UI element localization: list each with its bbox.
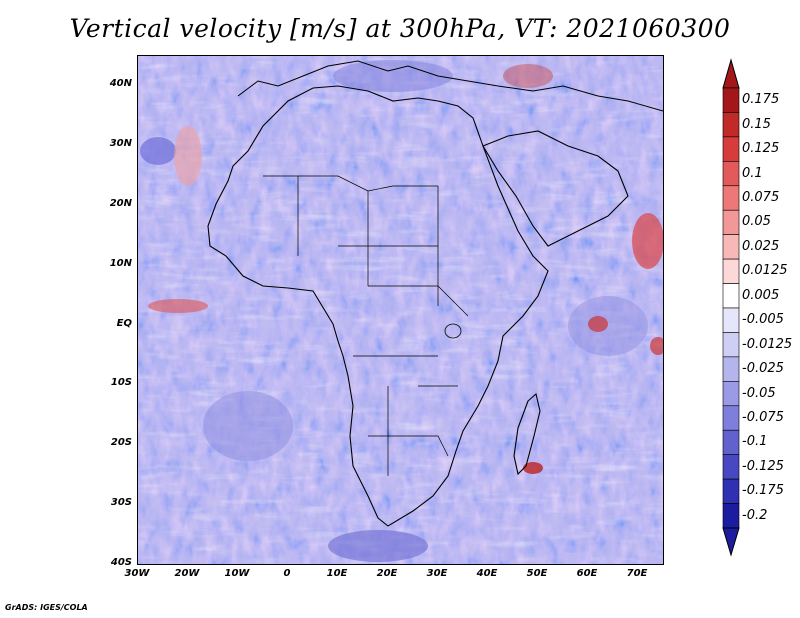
lat-label: EQ [116,318,132,329]
lat-label: 20N [109,198,132,209]
colorbar-label: 0.125 [742,141,780,157]
ascent-region [632,213,663,269]
lake-outline [444,323,462,339]
colorbar-swatch [722,381,740,407]
country-borders [263,175,469,476]
lat-label: 40N [109,78,132,89]
lat-label: 10S [110,377,132,388]
colorbar-swatch [722,503,740,529]
lat-label: 30N [109,138,132,149]
colorbar-label: -0.125 [742,458,784,474]
lon-label: 30W [124,568,150,579]
colorbar-swatch [722,87,740,113]
colorbar-swatch [722,356,740,382]
lon-label: 20W [174,568,200,579]
colorbar-label: -0.0125 [742,336,793,352]
colorbar-swatch [722,185,740,211]
lon-label: 10W [224,568,250,579]
colorbar-label: -0.005 [742,312,784,328]
colorbar-swatch [722,136,740,162]
lon-label: 30E [426,568,448,579]
ascent-region [523,462,543,474]
velocity-field-map [138,56,663,564]
colorbar-label: 0.15 [742,116,771,132]
descent-region [140,137,176,165]
lon-label: 50E [526,568,548,579]
lat-label: 10N [109,258,132,269]
arabia-coastline [482,130,629,247]
lon-label: 40E [476,568,498,579]
lat-label: 20S [110,437,132,448]
ascent-region [174,126,202,186]
colorbar-swatch [722,234,740,260]
ascent-region [650,337,663,355]
colorbar-label: 0.1 [742,165,763,181]
colorbar-swatch [722,307,740,333]
ascent-region [503,64,553,88]
colorbar-label: -0.025 [742,361,784,377]
streak-field [138,56,663,564]
descent-region [568,296,648,356]
chart-title: Vertical velocity [m/s] at 300hPa, VT: 2… [69,14,731,43]
colorbar-label: 0.005 [742,287,780,303]
colorbar-swatches [722,87,740,529]
colorbar-label: -0.175 [742,483,784,499]
lon-label: 0 [283,568,291,579]
colorbar-label: -0.1 [742,434,768,450]
descent-region [333,60,453,92]
colorbar-label: -0.05 [742,385,776,401]
map-panel [137,55,664,565]
lat-label: 40S [110,557,132,568]
colorbar [722,58,740,557]
colorbar-swatch [722,112,740,138]
colorbar-label: -0.075 [742,410,784,425]
descent-region [203,391,293,461]
colorbar-label: 0.025 [742,238,780,254]
madagascar-coastline [513,392,541,476]
colorbar-swatch [722,454,740,480]
colorbar-swatch [722,478,740,504]
colorbar-swatch [722,332,740,358]
colorbar-label: -0.2 [742,507,768,523]
descent-region [328,530,428,562]
colorbar-swatch [722,161,740,187]
lat-label: 30S [110,497,132,508]
colorbar-bottom-arrow [722,527,740,557]
ascent-region [148,299,208,313]
lon-label: 70E [626,568,648,579]
colorbar-swatch [722,283,740,309]
colorbar-swatch [722,258,740,284]
colorbar-swatch [722,209,740,235]
colorbar-top-arrow [722,58,740,89]
colorbar-swatch [722,429,740,455]
colorbar-label: 0.05 [742,214,771,230]
europe-coastline [237,60,663,112]
colorbar-swatch [722,405,740,431]
africa-coastline [207,85,549,527]
lon-label: 60E [576,568,598,579]
lon-label: 10E [326,568,348,579]
colorbar-label: 0.075 [742,190,780,205]
colorbar-label: 0.0125 [742,263,788,279]
lon-label: 20E [376,568,398,579]
ascent-region [588,316,608,332]
footer-credit: GrADS: IGES/COLA [5,603,88,612]
colorbar-label: 0.175 [742,92,780,108]
